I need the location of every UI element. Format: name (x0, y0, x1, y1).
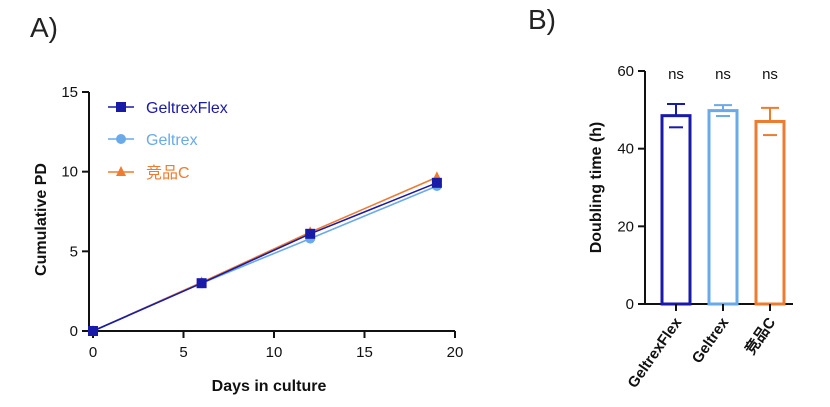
x-tick-label: 0 (89, 344, 97, 361)
y-tick-label: 60 (617, 63, 634, 80)
x-tick-label: 15 (356, 344, 373, 361)
y-tick-label: 15 (61, 84, 78, 101)
x-tick-label: 5 (179, 344, 187, 361)
series-line-geltrexflex (92, 182, 438, 332)
y-tick-label: 20 (617, 218, 634, 235)
x-tick-label-c: 竞品C (741, 314, 779, 358)
x-axis-title: Days in culture (212, 378, 327, 395)
legend-label-c: 竞品C (146, 164, 190, 182)
significance-label: ns (715, 66, 731, 83)
x-tick-label-geltrex: Geltrex (689, 314, 733, 367)
y-tick-label: 0 (626, 296, 634, 313)
legend-marker-c (116, 166, 126, 176)
data-point-geltrexflex (196, 278, 207, 289)
y-tick-label: 0 (70, 323, 78, 340)
bar-c (754, 119, 786, 306)
x-tick-label: 20 (447, 344, 464, 361)
bar-geltrex (707, 109, 739, 306)
y-tick-label: 40 (617, 141, 634, 158)
significance-label: ns (762, 66, 778, 83)
y-tick-label: 10 (61, 164, 78, 181)
legend-label-geltrex: Geltrex (146, 132, 198, 149)
panel-b-label: B) (528, 4, 556, 35)
bar-geltrexflex (660, 114, 692, 306)
legend-marker-geltrexflex (116, 102, 126, 112)
legend-label-geltrexflex: GeltrexFlex (146, 100, 228, 117)
panel-a-label: A) (30, 12, 58, 43)
x-tick-label-geltrexflex: GeltrexFlex (624, 314, 685, 391)
data-point-geltrexflex (305, 228, 316, 239)
significance-label: ns (668, 66, 684, 83)
line-chart-cumulative-pd: 0 5 10 15 20 0 5 10 15 Days in culture Cumulative … (33, 84, 463, 395)
series-line-geltrex (92, 185, 438, 332)
y-axis-title: Cumulative PD (33, 163, 50, 276)
y-axis-title: Doubling time (h) (588, 122, 605, 254)
legend-marker-geltrex (116, 134, 126, 144)
x-tick-label: 10 (266, 344, 283, 361)
bar-chart-doubling-time: 0 20 40 60 Doubling time (h) ns GeltrexFlex ns G… (588, 63, 793, 391)
data-point-geltrexflex (431, 177, 442, 188)
data-point-geltrexflex (88, 326, 98, 336)
y-tick-label: 5 (70, 243, 78, 260)
